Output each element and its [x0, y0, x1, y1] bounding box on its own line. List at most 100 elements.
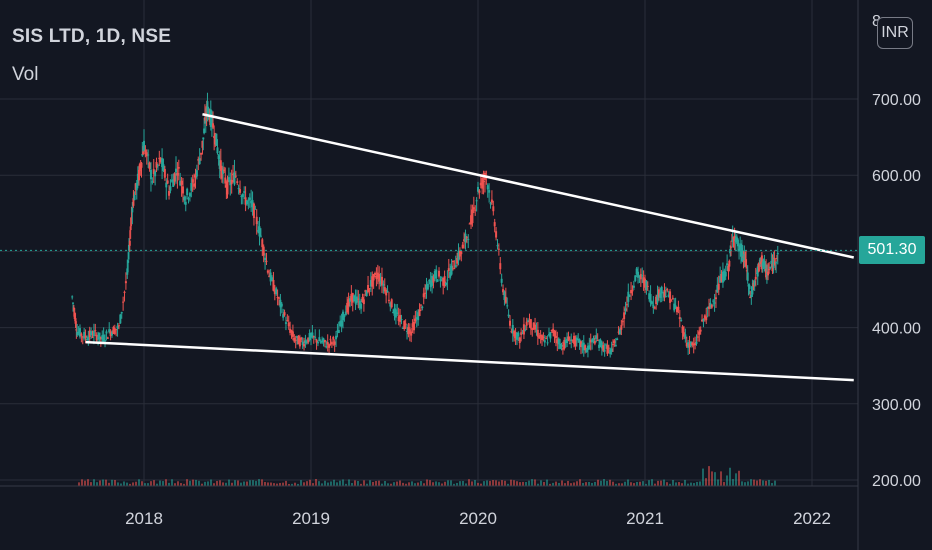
candle-body: [656, 294, 659, 303]
volume-bar: [318, 481, 320, 486]
candle-body: [397, 316, 400, 322]
candle-body: [257, 230, 260, 232]
y-tick-label: 300.00: [872, 397, 921, 414]
volume-bar: [768, 479, 770, 486]
candle-body: [613, 340, 616, 344]
candle-body: [382, 283, 385, 286]
volume-bar: [123, 481, 125, 486]
candle-body: [351, 293, 354, 303]
candle-body: [353, 295, 356, 302]
candle-body: [584, 345, 587, 351]
currency-button[interactable]: INR: [877, 17, 913, 49]
candle-body: [514, 332, 517, 339]
candle-body: [566, 338, 569, 344]
candle-body: [72, 302, 75, 304]
candle-body: [432, 276, 435, 283]
volume-bar: [222, 482, 224, 486]
trendline-upper: [202, 113, 855, 259]
candle-body: [500, 278, 503, 283]
candle-body: [421, 306, 424, 308]
candle-body: [592, 337, 595, 341]
candle-body: [148, 162, 151, 170]
candle-body: [568, 343, 571, 345]
candle-body: [670, 300, 673, 302]
candle-body: [637, 271, 640, 278]
candle-body: [688, 343, 691, 348]
volume-bar: [288, 483, 290, 486]
volume-bar: [774, 480, 776, 486]
volume-bar: [495, 480, 497, 486]
volume-bar: [327, 482, 329, 486]
volume-bar: [504, 480, 506, 486]
candle-body: [305, 342, 308, 344]
candle-body: [582, 342, 585, 351]
volume-bar: [345, 483, 347, 486]
candle-body: [414, 318, 417, 322]
candle-body: [236, 181, 239, 183]
candle-body: [504, 296, 507, 303]
candle-body: [141, 153, 144, 156]
candle-body: [230, 179, 233, 185]
volume-bar: [114, 479, 116, 486]
volume-bar: [231, 482, 233, 486]
candle-body: [135, 182, 138, 191]
volume-bar: [309, 479, 311, 486]
candle-body: [318, 337, 321, 342]
candle-body: [87, 336, 90, 341]
candle-body: [728, 260, 731, 267]
candle-body: [335, 335, 338, 340]
candle-body: [696, 336, 699, 338]
candle-body: [621, 321, 624, 323]
candle-body: [132, 198, 135, 206]
candle-body: [133, 195, 136, 201]
candle-body: [362, 299, 365, 305]
candle-body: [471, 209, 474, 224]
volume-bar: [543, 481, 545, 486]
y-tick-label: 8: [872, 13, 881, 30]
volume-bar: [477, 482, 479, 486]
volume-bar: [363, 480, 365, 486]
candle-body: [657, 289, 660, 297]
candle-body: [447, 268, 450, 272]
candle-body: [678, 317, 681, 320]
candle-body: [158, 157, 161, 160]
candle-body: [518, 337, 521, 344]
candle-body: [134, 183, 137, 191]
volume-bar: [501, 480, 503, 486]
candle-body: [387, 299, 390, 301]
candle-body: [226, 179, 229, 195]
volume-bar: [609, 479, 611, 486]
volume-bar: [273, 483, 275, 486]
candle-body: [531, 328, 534, 330]
candle-body: [699, 329, 702, 332]
candle-body: [694, 342, 697, 346]
y-tick-label: 400.00: [872, 321, 921, 338]
volume-bar: [234, 480, 236, 486]
volume-bar: [165, 479, 167, 486]
candle-body: [477, 186, 479, 192]
candle-body: [399, 315, 402, 322]
candle-body: [478, 190, 481, 193]
candle-body: [507, 314, 510, 317]
candle-body: [653, 307, 656, 309]
candle-body: [307, 337, 310, 343]
candle-body: [536, 329, 539, 337]
candle-body: [474, 209, 477, 211]
candle-body: [321, 340, 324, 343]
candle-body: [147, 154, 150, 156]
candle-body: [585, 349, 588, 353]
candle-body: [308, 333, 311, 341]
volume-bar: [465, 483, 467, 486]
volume-bar: [390, 483, 392, 486]
candle-body: [166, 180, 169, 184]
x-tick-label: 2022: [793, 509, 831, 528]
candle-body: [606, 345, 609, 354]
candle-body: [642, 277, 645, 283]
candle-body: [724, 271, 727, 277]
volume-legend-label[interactable]: Vol: [12, 64, 39, 85]
volume-bar: [168, 482, 170, 486]
volume-bar: [666, 482, 668, 486]
volume-bar: [414, 483, 416, 486]
candle-body: [287, 322, 290, 327]
